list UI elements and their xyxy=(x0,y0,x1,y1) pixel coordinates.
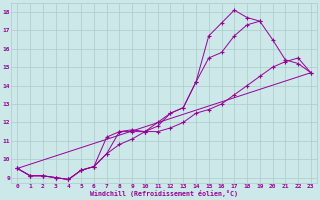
X-axis label: Windchill (Refroidissement éolien,°C): Windchill (Refroidissement éolien,°C) xyxy=(90,190,238,197)
